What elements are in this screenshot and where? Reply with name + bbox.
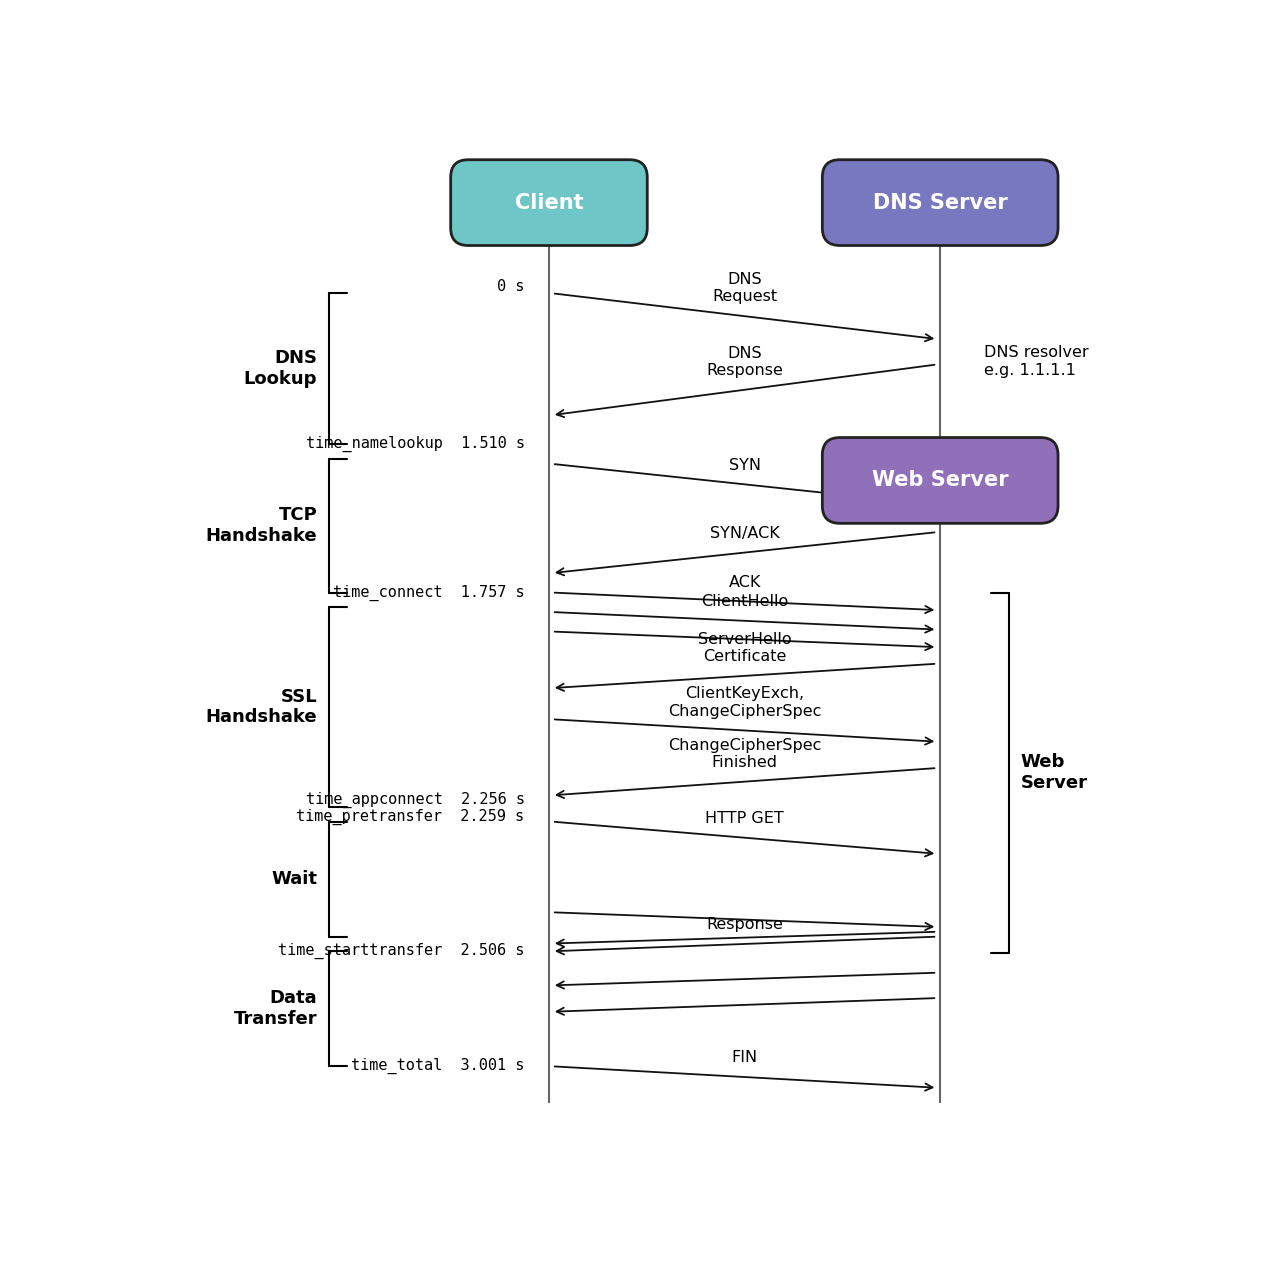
Text: ChangeCipherSpec
Finished: ChangeCipherSpec Finished xyxy=(668,738,822,770)
Text: ClientHello: ClientHello xyxy=(700,594,789,609)
Text: time_total  3.001 s: time_total 3.001 s xyxy=(351,1058,525,1075)
Text: time_appconnect  2.256 s: time_appconnect 2.256 s xyxy=(305,793,525,808)
Text: TCP
Handshake: TCP Handshake xyxy=(206,506,317,546)
Text: Web
Server: Web Server xyxy=(1021,753,1088,793)
Text: SYN/ACK: SYN/ACK xyxy=(709,525,780,541)
Text: DNS resolver
e.g. 1.1.1.1: DNS resolver e.g. 1.1.1.1 xyxy=(984,346,1089,377)
Text: ClientKeyExch,
ChangeCipherSpec: ClientKeyExch, ChangeCipherSpec xyxy=(668,686,822,719)
Text: ACK: ACK xyxy=(728,575,761,590)
Text: ServerHello
Certificate: ServerHello Certificate xyxy=(698,632,791,665)
FancyBboxPatch shape xyxy=(823,160,1058,246)
Text: time_connect  1.757 s: time_connect 1.757 s xyxy=(333,585,525,600)
Text: Data
Transfer: Data Transfer xyxy=(233,990,317,1028)
Text: Client: Client xyxy=(515,192,583,213)
Text: 0 s: 0 s xyxy=(497,279,525,294)
Text: SYN: SYN xyxy=(728,457,761,472)
Text: SSL
Handshake: SSL Handshake xyxy=(206,687,317,727)
Text: time_starttransfer  2.506 s: time_starttransfer 2.506 s xyxy=(278,943,525,960)
Text: DNS
Response: DNS Response xyxy=(707,346,782,379)
Text: DNS
Lookup: DNS Lookup xyxy=(244,349,317,389)
Text: DNS
Request: DNS Request xyxy=(712,272,777,305)
Text: time_pretransfer  2.259 s: time_pretransfer 2.259 s xyxy=(297,809,525,825)
FancyBboxPatch shape xyxy=(451,160,647,246)
Text: Wait: Wait xyxy=(271,870,317,889)
Text: HTTP GET: HTTP GET xyxy=(705,812,784,825)
Text: FIN: FIN xyxy=(732,1051,757,1065)
Text: Response: Response xyxy=(707,918,782,932)
Text: DNS Server: DNS Server xyxy=(873,192,1007,213)
Text: Web Server: Web Server xyxy=(872,471,1008,490)
Text: time_namelookup  1.510 s: time_namelookup 1.510 s xyxy=(305,437,525,452)
FancyBboxPatch shape xyxy=(823,438,1058,523)
